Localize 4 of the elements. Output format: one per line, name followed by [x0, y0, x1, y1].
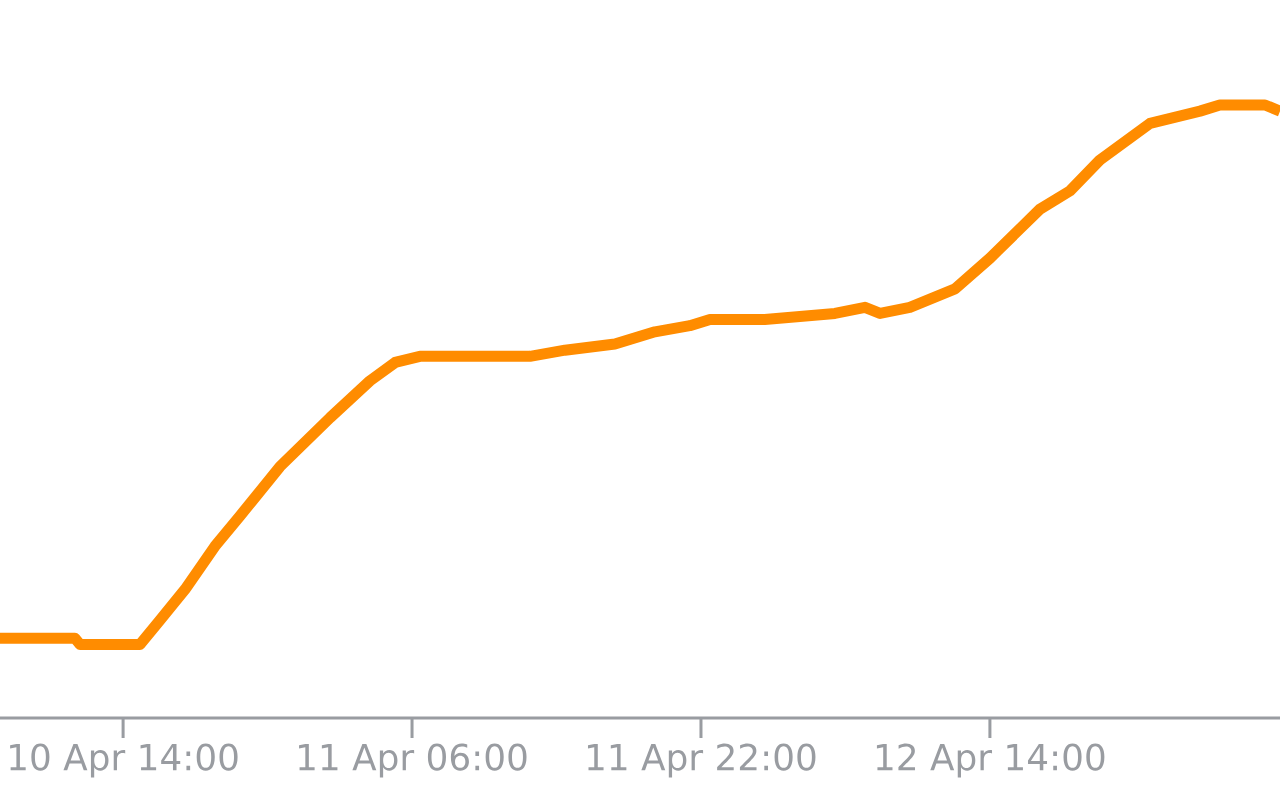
x-tick-label: 11 Apr 06:00 — [299, 743, 527, 778]
x-tick-label: 12 Apr 14:00 — [876, 743, 1105, 778]
x-tick-label: 11 Apr 22:00 — [587, 743, 816, 778]
x-tick-label: 10 Apr 14:00 — [10, 743, 238, 778]
